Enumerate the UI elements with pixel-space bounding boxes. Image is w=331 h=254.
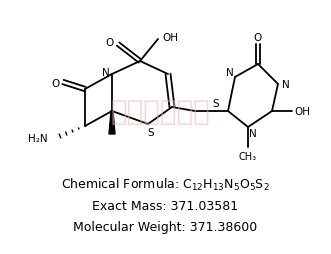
Polygon shape — [109, 112, 115, 134]
Text: N: N — [226, 68, 234, 78]
Text: S: S — [213, 99, 219, 108]
Text: H₂N: H₂N — [28, 133, 48, 144]
Text: OH: OH — [294, 107, 310, 117]
Text: H: H — [108, 123, 116, 133]
Text: N: N — [102, 68, 110, 78]
Text: O: O — [51, 79, 59, 89]
Text: Exact Mass: 371.03581: Exact Mass: 371.03581 — [92, 200, 238, 213]
Text: OH: OH — [162, 33, 178, 43]
Text: N: N — [282, 80, 290, 90]
Text: O: O — [106, 38, 114, 48]
Text: CH₃: CH₃ — [239, 151, 257, 161]
Text: 广州牌牌生物: 广州牌牌生物 — [110, 98, 210, 125]
Text: Chemical Formula: C$_{12}$H$_{13}$N$_5$O$_5$S$_2$: Chemical Formula: C$_{12}$H$_{13}$N$_5$O… — [61, 176, 269, 192]
Text: Molecular Weight: 371.38600: Molecular Weight: 371.38600 — [73, 221, 257, 234]
Text: S: S — [148, 128, 154, 137]
Text: O: O — [254, 33, 262, 43]
Text: N: N — [249, 129, 257, 138]
